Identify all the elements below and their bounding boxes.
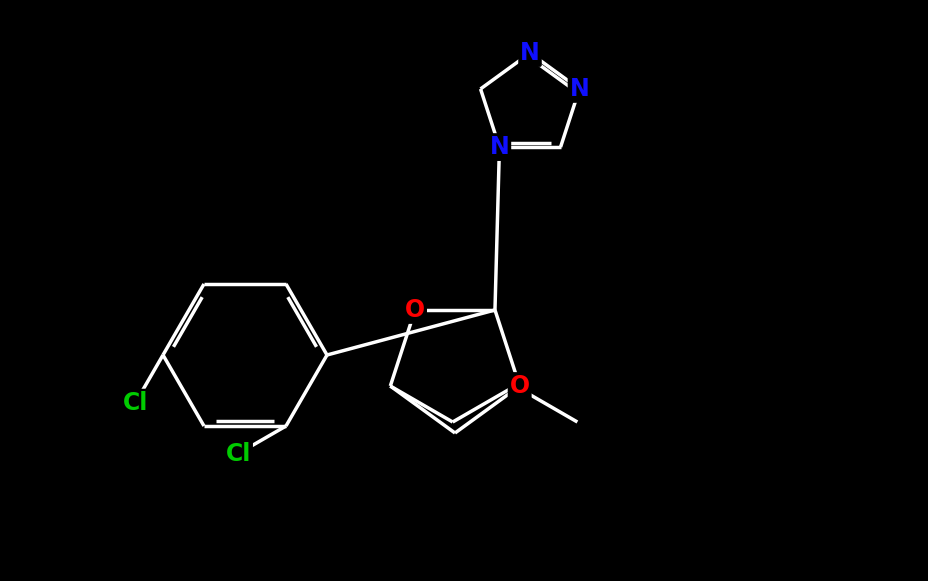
Text: O: O: [405, 298, 425, 322]
Text: N: N: [520, 41, 539, 65]
Text: N: N: [569, 77, 588, 101]
Text: N: N: [489, 135, 509, 159]
Text: Cl: Cl: [226, 442, 251, 465]
Text: O: O: [509, 374, 529, 398]
Text: Cl: Cl: [122, 390, 148, 415]
